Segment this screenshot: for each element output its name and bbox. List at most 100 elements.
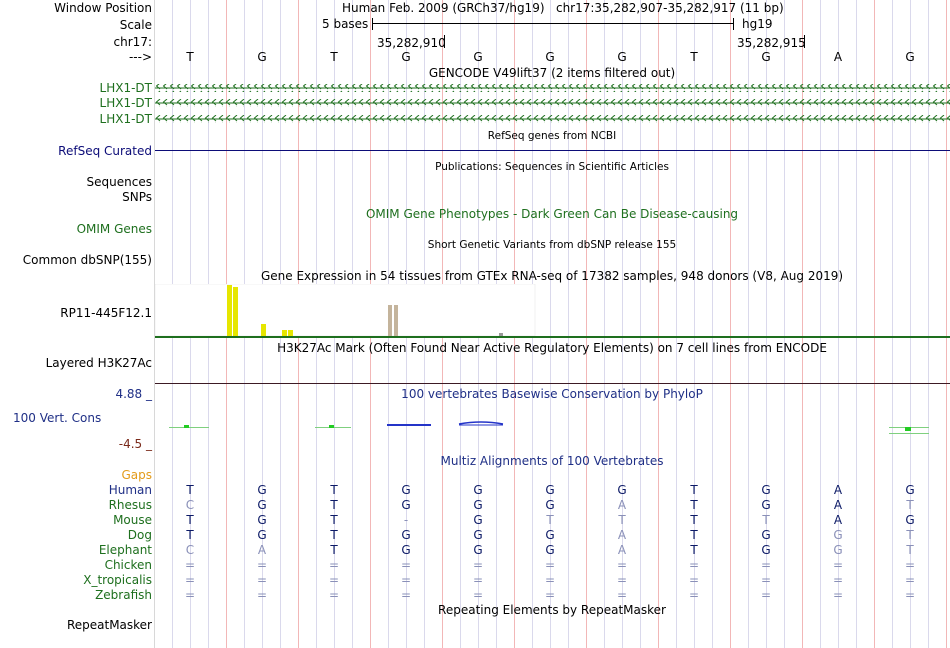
gtex-bar[interactable] xyxy=(227,285,232,336)
alignment-base: G xyxy=(257,528,267,542)
window-position-text: Human Feb. 2009 (GRCh37/hg19) chr17:35,2… xyxy=(342,1,784,15)
guide-line xyxy=(676,0,677,648)
sequence-base: G xyxy=(905,50,915,64)
strand-label: ---> xyxy=(128,50,152,64)
alignment-base: = xyxy=(544,573,556,587)
gtex-label[interactable]: RP11-445F12.1 xyxy=(60,306,152,320)
species-label[interactable]: X_tropicalis xyxy=(83,573,152,587)
guide-line xyxy=(604,0,605,648)
alignment-base: G xyxy=(761,528,771,542)
alignment-base: = xyxy=(688,588,700,602)
h3k27ac-label[interactable]: Layered H3K27Ac xyxy=(45,356,152,370)
repeatmasker-track-title[interactable]: Repeating Elements by RepeatMasker xyxy=(438,603,666,617)
coord-tick-label-2: 35,282,915 xyxy=(737,36,806,50)
gencode-transcript-1[interactable] xyxy=(155,84,950,92)
omim-label[interactable]: OMIM Genes xyxy=(76,222,152,236)
gtex-bar-graph[interactable] xyxy=(155,284,950,340)
gencode-item-label-3[interactable]: LHX1-DT xyxy=(99,112,152,126)
alignment-base: G xyxy=(473,528,483,542)
gencode-item-label-1[interactable]: LHX1-DT xyxy=(99,81,152,95)
alignment-base: C xyxy=(185,543,195,557)
sequence-base: G xyxy=(545,50,555,64)
gtex-bar[interactable] xyxy=(233,287,238,336)
alignment-base: T xyxy=(186,528,194,542)
alignment-base: = xyxy=(328,573,340,587)
alignment-base: T xyxy=(618,513,626,527)
species-label[interactable]: Dog xyxy=(127,528,152,542)
species-label[interactable]: Mouse xyxy=(113,513,152,527)
scale-bar-left-tick xyxy=(372,18,373,30)
publications-snps-label[interactable]: SNPs xyxy=(122,190,152,204)
gtex-bar[interactable] xyxy=(288,330,293,336)
sequence-base: T xyxy=(690,50,698,64)
gaps-label[interactable]: Gaps xyxy=(121,468,152,482)
refseq-label[interactable]: RefSeq Curated xyxy=(58,144,152,158)
publications-track-title[interactable]: Publications: Sequences in Scientific Ar… xyxy=(435,161,669,173)
alignment-base: G xyxy=(473,543,483,557)
chrom-label: chr17: xyxy=(113,35,152,49)
alignment-base: T xyxy=(690,528,698,542)
h3k27ac-track-title[interactable]: H3K27Ac Mark (Often Found Near Active Re… xyxy=(277,341,827,355)
gencode-track-title[interactable]: GENCODE V49lift37 (2 items filtered out) xyxy=(428,66,676,80)
species-label[interactable]: Zebrafish xyxy=(95,588,152,602)
alignment-base: T xyxy=(906,528,914,542)
scale-text: 5 bases xyxy=(322,17,369,31)
dbsnp-label[interactable]: Common dbSNP(155) xyxy=(22,253,152,267)
gencode-item-label-2[interactable]: LHX1-DT xyxy=(99,96,152,110)
alignment-base: T xyxy=(690,513,698,527)
alignment-base: G xyxy=(617,483,627,497)
gtex-bar[interactable] xyxy=(282,330,287,336)
guide-line xyxy=(874,0,875,648)
gtex-bar[interactable] xyxy=(499,333,503,336)
alignment-base: T xyxy=(906,498,914,512)
alignment-base: = xyxy=(760,588,772,602)
alignment-base: = xyxy=(472,588,484,602)
species-label[interactable]: Elephant xyxy=(98,543,152,557)
guide-line xyxy=(550,0,551,648)
alignment-base: G xyxy=(257,483,267,497)
alignment-base: = xyxy=(400,558,412,572)
alignment-base: G xyxy=(401,543,411,557)
conservation-ymax: 4.88 _ xyxy=(115,387,152,401)
species-label[interactable]: Human xyxy=(108,483,152,497)
gencode-transcript-2[interactable] xyxy=(155,99,950,107)
gencode-features[interactable] xyxy=(155,82,950,126)
coord-tick-1 xyxy=(444,35,445,48)
guide-line xyxy=(784,0,785,648)
conservation-track-title[interactable]: 100 vertebrates Basewise Conservation by… xyxy=(401,387,703,401)
multiz-track-title[interactable]: Multiz Alignments of 100 Vertebrates xyxy=(440,454,664,468)
species-label[interactable]: Rhesus xyxy=(108,498,152,512)
repeatmasker-label[interactable]: RepeatMasker xyxy=(66,618,152,632)
gtex-track-title[interactable]: Gene Expression in 54 tissues from GTEx … xyxy=(260,269,844,283)
alignment-base: T xyxy=(186,513,194,527)
sequence-base: A xyxy=(833,50,843,64)
conservation-ymin: -4.5 _ xyxy=(118,437,152,451)
refseq-track-title[interactable]: RefSeq genes from NCBI xyxy=(487,130,617,142)
alignment-base: = xyxy=(472,558,484,572)
guide-line xyxy=(802,0,803,648)
sequence-base: G xyxy=(401,50,411,64)
alignment-base: = xyxy=(400,573,412,587)
alignment-base: G xyxy=(257,513,267,527)
gtex-plot-area xyxy=(155,284,536,337)
dbsnp-track-title[interactable]: Short Genetic Variants from dbSNP releas… xyxy=(427,239,677,251)
alignment-base: = xyxy=(904,573,916,587)
alignment-base: G xyxy=(545,543,555,557)
gtex-bar[interactable] xyxy=(388,305,392,336)
sequence-base: G xyxy=(473,50,483,64)
omim-track-title[interactable]: OMIM Gene Phenotypes - Dark Green Can Be… xyxy=(365,207,739,221)
publications-sequences-label[interactable]: Sequences xyxy=(86,175,152,189)
alignment-base: = xyxy=(760,558,772,572)
gtex-bar[interactable] xyxy=(394,305,398,336)
gencode-transcript-3[interactable] xyxy=(155,115,950,123)
species-label[interactable]: Chicken xyxy=(104,558,152,572)
conservation-label[interactable]: 100 Vert. Cons xyxy=(13,411,102,425)
refseq-feature[interactable] xyxy=(155,150,950,151)
alignment-base: T xyxy=(690,483,698,497)
alignment-base: - xyxy=(403,513,409,527)
alignment-base: G xyxy=(545,528,555,542)
alignment-base: = xyxy=(688,573,700,587)
conservation-graph[interactable] xyxy=(155,398,950,438)
gtex-bar[interactable] xyxy=(261,324,266,336)
